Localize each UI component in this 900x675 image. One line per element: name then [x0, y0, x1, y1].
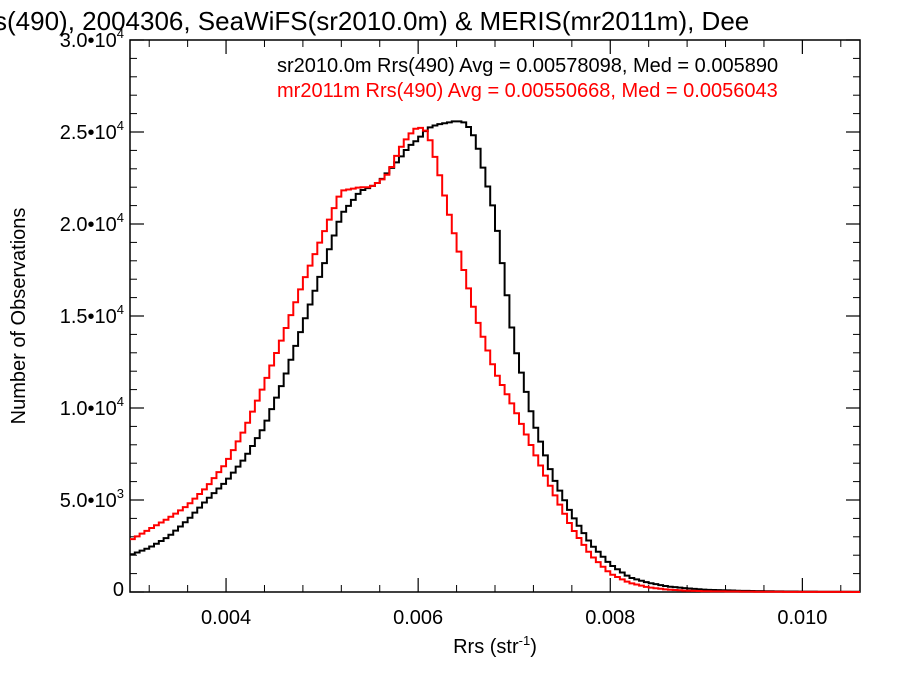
annotation-mr2011-stats: mr2011m Rrs(490) Avg = 0.00550668, Med =… — [277, 80, 778, 102]
y-tick-label: 1.0•104 — [60, 394, 124, 420]
series-line-1 — [130, 120, 860, 593]
x-axis-label-superscript: -1 — [519, 633, 531, 648]
y-tick-labels: 05.0•1031.0•1041.5•1042.0•1042.5•1043.0•… — [60, 26, 124, 601]
y-tick-mantissa: 1.5•10 — [60, 306, 117, 328]
x-tick-label: 0.004 — [201, 607, 251, 629]
y-tick-label: 3.0•104 — [60, 26, 124, 52]
y-tick-exponent: 4 — [117, 394, 124, 409]
x-tick-label: 0.006 — [393, 607, 443, 629]
x-tick-label: 0.010 — [777, 607, 827, 629]
y-tick-exponent: 4 — [117, 210, 124, 225]
y-tick-mantissa: 1.0•10 — [60, 398, 117, 420]
y-tick-exponent: 3 — [117, 486, 124, 501]
y-tick-label: 5.0•103 — [60, 486, 124, 512]
y-tick-mantissa: 5.0•10 — [60, 490, 117, 512]
plot-frame — [129, 39, 861, 593]
y-tick-exponent: 4 — [117, 118, 124, 133]
y-tick-mantissa: 3.0•10 — [60, 30, 117, 52]
y-tick-label: 2.5•104 — [60, 118, 124, 144]
series-line-2 — [130, 126, 860, 593]
y-tick-mantissa: 2.0•10 — [60, 214, 117, 236]
y-tick-exponent: 4 — [117, 302, 124, 317]
x-axis-label-main: Rrs (str — [453, 636, 519, 658]
y-tick-label: 0 — [113, 579, 124, 601]
x-axis-label: Rrs (str-1) — [453, 633, 537, 658]
y-tick-mantissa: 2.5•10 — [60, 122, 117, 144]
y-axis-label: Number of Observations — [8, 208, 30, 425]
chart-title: s(490), 2004306, SeaWiFS(sr2010.0m) & ME… — [0, 6, 749, 36]
series-lines — [130, 120, 860, 593]
annotation-sr2010-stats: sr2010.0m Rrs(490) Avg = 0.00578098, Med… — [277, 55, 778, 77]
y-tick-label: 2.0•104 — [60, 210, 124, 236]
axis-ticks — [130, 39, 860, 593]
x-axis-label-end: ) — [530, 636, 537, 658]
y-tick-exponent: 4 — [117, 26, 124, 41]
y-tick-mantissa: 0 — [113, 579, 124, 601]
x-tick-labels: 0.004 0.006 0.008 0.010 — [201, 607, 827, 629]
y-tick-label: 1.5•104 — [60, 302, 124, 328]
x-tick-label: 0.008 — [585, 607, 635, 629]
